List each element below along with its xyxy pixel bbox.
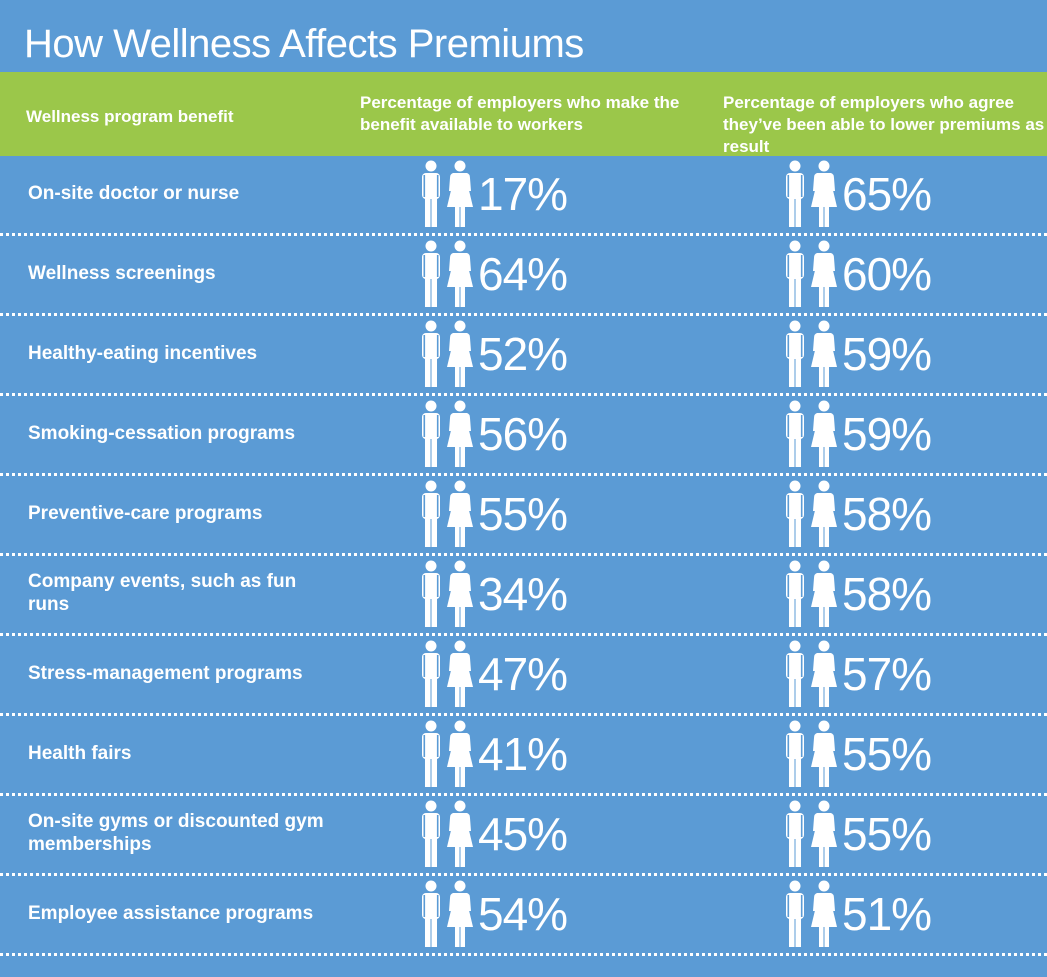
- available-value-cell: 52%: [418, 316, 568, 392]
- row-divider: [0, 233, 1047, 236]
- available-value-cell: 47%: [418, 636, 568, 712]
- benefit-label: Company events, such as fun runs: [28, 571, 297, 615]
- row-divider: [0, 633, 1047, 636]
- lowered-value-cell: 60%: [782, 236, 932, 312]
- available-value: 17%: [478, 168, 568, 220]
- table-row: On-site gyms or discounted gym membershi…: [0, 796, 1047, 876]
- benefit-label: Wellness screenings: [28, 262, 216, 284]
- lowered-value-cell: 58%: [782, 476, 932, 552]
- table-row: Health fairs 41% 55%: [0, 716, 1047, 796]
- available-value: 54%: [478, 888, 568, 940]
- benefit-label: On-site doctor or nurse: [28, 182, 240, 204]
- lowered-value-cell: 55%: [782, 796, 932, 872]
- available-value-cell: 17%: [418, 156, 568, 232]
- available-value-cell: 55%: [418, 476, 568, 552]
- available-value: 45%: [478, 808, 568, 860]
- man-woman-icon: [422, 480, 473, 547]
- table-row: On-site doctor or nurse 17% 65%: [0, 156, 1047, 236]
- available-value: 64%: [478, 248, 568, 300]
- lowered-value-cell: 55%: [782, 716, 932, 792]
- available-value-cell: 45%: [418, 796, 568, 872]
- table-row: Company events, such as fun runs 34% 58%: [0, 556, 1047, 636]
- row-divider: [0, 713, 1047, 716]
- man-woman-icon: [422, 240, 473, 307]
- man-woman-icon: [422, 160, 473, 227]
- lowered-value: 58%: [842, 568, 932, 620]
- lowered-value: 57%: [842, 648, 932, 700]
- row-divider: [0, 473, 1047, 476]
- lowered-value: 59%: [842, 408, 932, 460]
- row-divider: [0, 873, 1047, 876]
- man-woman-icon: [786, 640, 837, 707]
- man-woman-icon: [422, 720, 473, 787]
- lowered-value-cell: 51%: [782, 876, 932, 952]
- benefit-label: Employee assistance programs: [28, 902, 314, 924]
- header-available: Percentage of employers who make the ben…: [360, 93, 680, 134]
- man-woman-icon: [422, 400, 473, 467]
- page-title: How Wellness Affects Premiums: [24, 22, 584, 66]
- lowered-value: 55%: [842, 728, 932, 780]
- available-value-cell: 56%: [418, 396, 568, 472]
- man-woman-icon: [786, 560, 837, 627]
- table-row: Preventive-care programs 55% 58%: [0, 476, 1047, 556]
- lowered-value-cell: 59%: [782, 316, 932, 392]
- available-value-cell: 64%: [418, 236, 568, 312]
- benefits-table: On-site doctor or nurse 17% 65% Wellness sc…: [0, 156, 1047, 956]
- man-woman-icon: [786, 400, 837, 467]
- lowered-value-cell: 65%: [782, 156, 932, 232]
- benefit-label: Healthy-eating incentives: [28, 342, 258, 364]
- benefit-label: On-site gyms or discounted gym membershi…: [28, 811, 324, 855]
- man-woman-icon: [786, 800, 837, 867]
- available-value: 55%: [478, 488, 568, 540]
- available-value-cell: 34%: [418, 556, 568, 632]
- available-value: 47%: [478, 648, 568, 700]
- man-woman-icon: [786, 240, 837, 307]
- available-value: 56%: [478, 408, 568, 460]
- row-divider: [0, 313, 1047, 316]
- available-value-cell: 41%: [418, 716, 568, 792]
- lowered-value: 58%: [842, 488, 932, 540]
- row-divider: [0, 793, 1047, 796]
- available-value: 41%: [478, 728, 568, 780]
- lowered-value-cell: 57%: [782, 636, 932, 712]
- benefit-label: Preventive-care programs: [28, 502, 263, 524]
- lowered-value: 55%: [842, 808, 932, 860]
- man-woman-icon: [422, 560, 473, 627]
- row-divider: [0, 393, 1047, 396]
- lowered-value-cell: 58%: [782, 556, 932, 632]
- benefit-label: Health fairs: [28, 742, 132, 764]
- man-woman-icon: [786, 160, 837, 227]
- man-woman-icon: [422, 800, 473, 867]
- row-divider: [0, 553, 1047, 556]
- man-woman-icon: [786, 480, 837, 547]
- man-woman-icon: [422, 640, 473, 707]
- man-woman-icon: [786, 320, 837, 387]
- table-header-band: [0, 72, 1047, 156]
- available-value: 34%: [478, 568, 568, 620]
- lowered-value: 51%: [842, 888, 932, 940]
- man-woman-icon: [422, 880, 473, 947]
- lowered-value: 65%: [842, 168, 932, 220]
- lowered-value-cell: 59%: [782, 396, 932, 472]
- row-divider: [0, 953, 1047, 956]
- table-row: Healthy-eating incentives 52% 59%: [0, 316, 1047, 396]
- man-woman-icon: [786, 880, 837, 947]
- benefit-label: Stress-management programs: [28, 662, 303, 684]
- header-benefit: Wellness program benefit: [26, 107, 234, 126]
- header-lowered: Percentage of employers who agree they’v…: [723, 93, 1047, 156]
- man-woman-icon: [786, 720, 837, 787]
- man-woman-icon: [422, 320, 473, 387]
- lowered-value: 59%: [842, 328, 932, 380]
- table-row: Stress-management programs 47% 57%: [0, 636, 1047, 716]
- available-value-cell: 54%: [418, 876, 568, 952]
- lowered-value: 60%: [842, 248, 932, 300]
- table-row: Wellness screenings 64% 60%: [0, 236, 1047, 316]
- available-value: 52%: [478, 328, 568, 380]
- benefit-label: Smoking-cessation programs: [28, 422, 296, 444]
- table-row: Employee assistance programs 54% 51%: [0, 876, 1047, 956]
- table-row: Smoking-cessation programs 56% 59%: [0, 396, 1047, 476]
